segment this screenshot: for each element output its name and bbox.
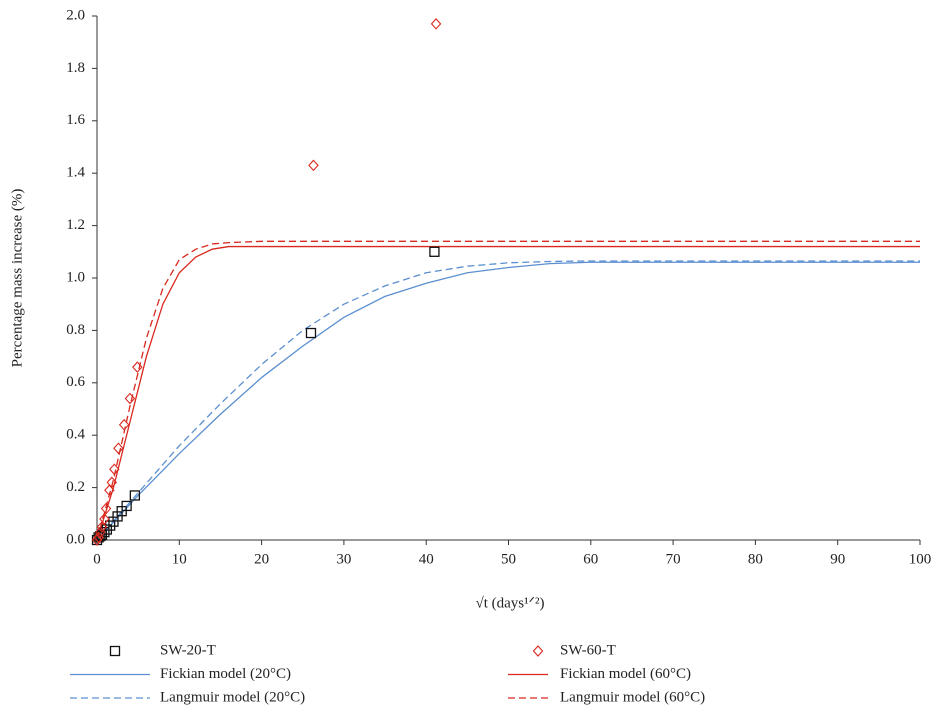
data-point [129, 490, 141, 501]
data-point [109, 463, 120, 476]
y-tick-label: 1.0 [66, 269, 85, 285]
data-point [429, 246, 440, 257]
y-tick-label: 0.4 [66, 427, 85, 443]
legend-label: SW-20-T [160, 642, 216, 658]
data-point [91, 534, 103, 546]
y-tick-label: 1.2 [66, 217, 85, 233]
data-point [96, 521, 108, 533]
y-axis-label: Percentage mass increase (%) [9, 189, 25, 368]
x-tick-label: 50 [501, 551, 516, 567]
data-point [100, 502, 112, 515]
y-tick-label: 1.4 [66, 165, 85, 181]
legend-label: SW-60-T [560, 642, 616, 658]
x-tick-label: 60 [583, 551, 598, 567]
y-tick-label: 0.8 [66, 322, 85, 338]
y-tick-label: 1.8 [66, 60, 85, 76]
data-point [121, 500, 132, 512]
data-point [305, 327, 317, 339]
model-line [96, 245, 920, 541]
legend-label: Langmuir model (60°C) [560, 689, 705, 705]
data-point [124, 392, 136, 405]
data-point [113, 442, 124, 455]
x-tick-label: 90 [830, 551, 845, 567]
x-tick-label: 40 [419, 551, 434, 567]
y-tick-label: 2.0 [66, 7, 85, 23]
x-axis-label: √t (days¹ᐟ²) [476, 595, 545, 611]
x-tick-label: 80 [748, 551, 763, 567]
data-point [308, 159, 319, 172]
x-tick-label: 100 [909, 551, 932, 567]
legend-label: Langmuir model (20°C) [160, 689, 305, 705]
x-tick-label: 0 [93, 551, 101, 567]
data-point [104, 484, 115, 497]
data-point [99, 513, 110, 525]
legend-marker [532, 645, 544, 657]
legend-label: Fickian model (60°C) [560, 666, 691, 682]
x-tick-label: 70 [666, 551, 681, 567]
data-point [132, 361, 143, 373]
legend-marker [109, 645, 121, 657]
model-line [96, 261, 920, 541]
y-tick-label: 0.0 [66, 531, 85, 547]
x-tick-label: 20 [254, 551, 269, 567]
legend-label: Fickian model (20°C) [160, 666, 291, 682]
model-line [96, 240, 920, 541]
y-tick-label: 0.6 [66, 374, 85, 390]
data-point [430, 18, 442, 30]
data-point [106, 476, 118, 489]
x-tick-label: 10 [172, 551, 187, 567]
y-tick-label: 0.2 [66, 479, 85, 495]
x-tick-label: 30 [336, 551, 351, 567]
data-point [99, 526, 110, 538]
data-point [118, 418, 130, 431]
y-tick-label: 1.6 [66, 112, 85, 128]
model-line [96, 260, 920, 541]
